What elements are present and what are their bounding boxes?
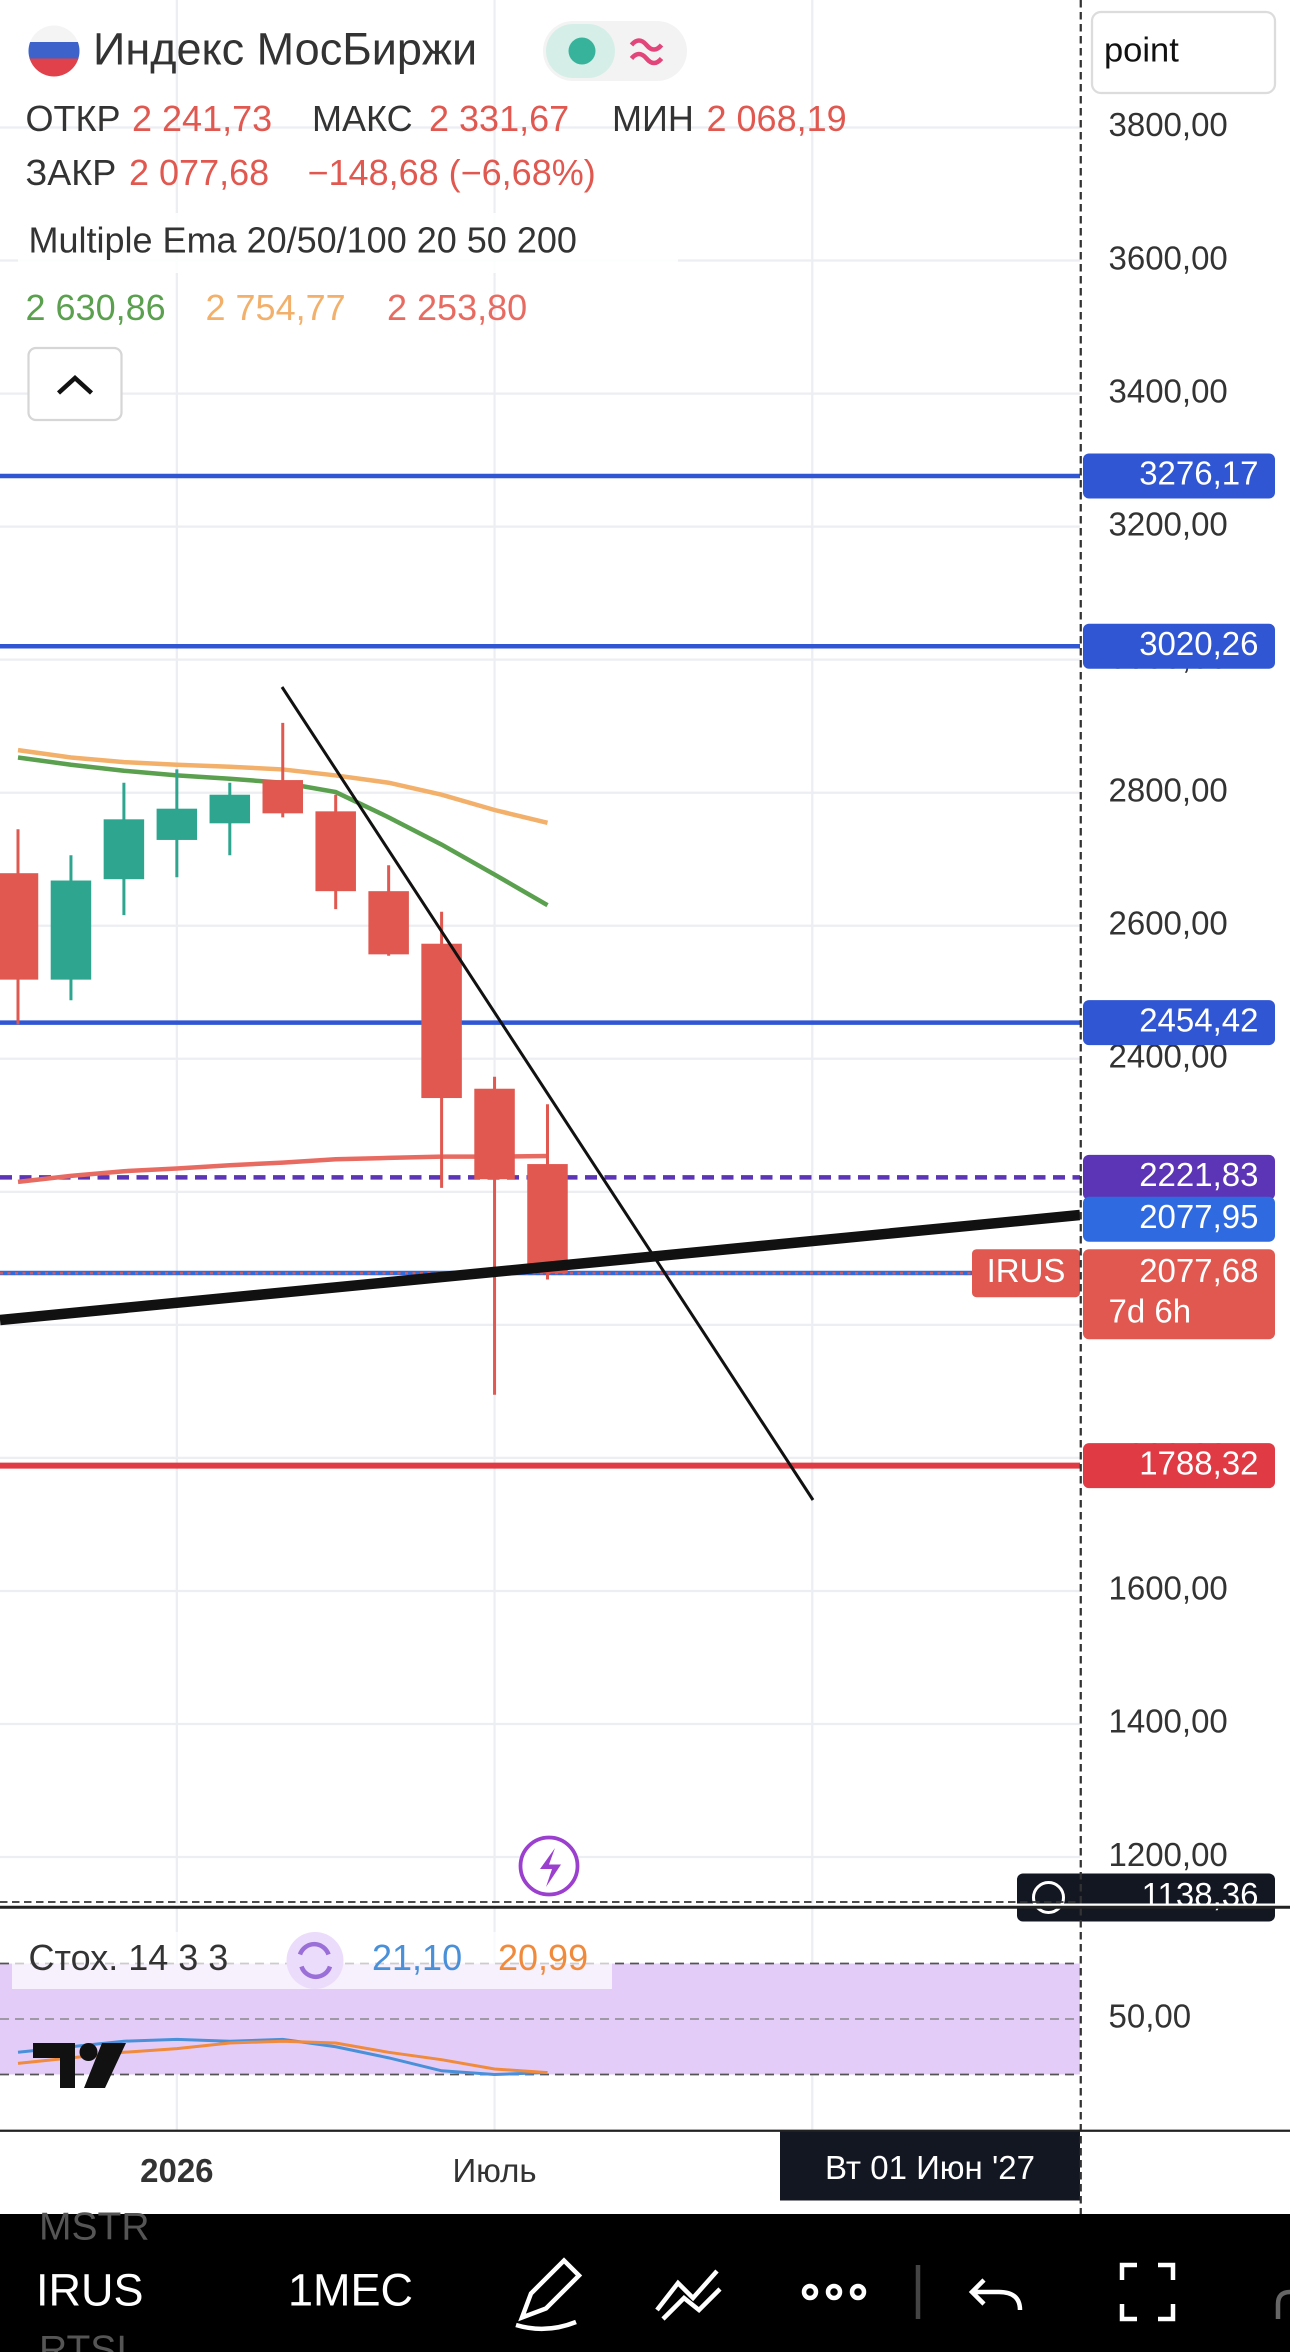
y-tick-label: 1400,00: [1109, 1703, 1228, 1740]
y-tick-label: 2600,00: [1109, 904, 1228, 941]
stoch-icon-bg: [286, 1932, 344, 1989]
crosshair-time-box: [780, 2131, 1080, 2201]
header: Индекс МосБиржи ОТКР 2 241,73 МАКС 2 331…: [18, 10, 1277, 422]
draw-icon[interactable]: [515, 2257, 583, 2332]
crosshair-time: Вт 01 Июн '27: [825, 2149, 1035, 2186]
symbol-title: Индекс МосБиржи: [93, 23, 477, 74]
y-tick-label: 3200,00: [1109, 505, 1228, 542]
low-label: МИН: [612, 98, 694, 139]
price-label-box: [1083, 1000, 1275, 1046]
ema-line: [17, 1153, 548, 1185]
change-value: −148,68 (−6,68%): [308, 152, 596, 193]
symbol-tag: IRUS: [987, 1252, 1066, 1289]
tv-logo: [33, 2043, 126, 2088]
stoch-value: 20,99: [498, 1937, 588, 1978]
lines-icon[interactable]: [655, 2269, 722, 2321]
scale-mode-box[interactable]: [1090, 10, 1277, 95]
price-label: 3020,26: [1139, 625, 1258, 662]
candle-body: [527, 1164, 568, 1274]
toolbar-symbol[interactable]: IRUS: [36, 2264, 144, 2315]
last-price-label: 2077,68: [1139, 1252, 1258, 1289]
price-label-box: [1083, 623, 1275, 669]
lightning: [540, 1848, 561, 1887]
pane-gap: [0, 1903, 1290, 1907]
price-label: 2454,42: [1139, 1001, 1258, 1038]
close-value: 2 077,68: [129, 152, 269, 193]
crosshair-plus: [1032, 1881, 1065, 1914]
price-label: 2077,95: [1139, 1198, 1258, 1235]
high-label: МАКС: [312, 98, 413, 139]
candle-body: [50, 880, 92, 980]
stoch-icon: [297, 1941, 333, 1980]
candle-body: [209, 794, 251, 824]
y-tick-label: 1200,00: [1109, 1836, 1228, 1873]
y-tick-label: 1600,00: [1109, 1570, 1228, 1607]
candle-body: [368, 891, 409, 955]
y-tick-label: 2800,00: [1109, 771, 1228, 808]
price-label: 2221,83: [1139, 1156, 1258, 1193]
x-tick-label: 2026: [140, 2152, 213, 2189]
stoch-value: 21,10: [372, 1937, 462, 1978]
ema-value: 2 253,80: [387, 287, 527, 328]
open-label: ОТКР: [26, 98, 121, 139]
price-label-box: [1083, 453, 1275, 499]
price-label: 3276,17: [1139, 455, 1258, 492]
candle-body: [0, 873, 39, 980]
x-tick-label: Июль: [452, 2152, 536, 2189]
symbol-tag-box: [972, 1249, 1080, 1298]
watchlist-item: RTSI: [39, 2328, 127, 2352]
y-tick-label: 3400,00: [1109, 372, 1228, 409]
y-tick-label: 3800,00: [1109, 106, 1228, 143]
candle-body: [103, 819, 145, 880]
candle-body: [474, 1088, 515, 1180]
low-value: 2 068,19: [707, 98, 847, 139]
indicator-legend-bg: [18, 213, 678, 273]
toolbar-interval[interactable]: 1МЕС: [288, 2264, 413, 2315]
market-dot: [568, 37, 596, 65]
close-label: ЗАКР: [26, 152, 117, 193]
price-label-box: [1083, 1443, 1275, 1489]
ema-value: 2 630,86: [26, 287, 166, 328]
scale-mode: point: [1104, 32, 1179, 70]
last-price-box: [1083, 1249, 1275, 1340]
collapse-button[interactable]: [27, 346, 123, 422]
high-value: 2 331,67: [429, 98, 569, 139]
watchlist-item: MSTR: [39, 2205, 150, 2248]
price-label: 1788,32: [1139, 1444, 1258, 1481]
candle-body: [156, 808, 198, 840]
toolbar-icons: [515, 2257, 1290, 2332]
chevron-icon: [56, 374, 94, 395]
undo-icon[interactable]: [968, 2278, 1023, 2311]
trend-line[interactable]: [0, 1209, 1080, 1326]
candle-body: [315, 811, 356, 892]
stoch-title[interactable]: Стох. 14 3 3: [29, 1937, 229, 1978]
drawings: [0, 686, 1080, 1501]
candle-body: [262, 780, 303, 814]
more-icon[interactable]: [801, 2283, 819, 2301]
price-label-box: [1083, 1196, 1275, 1242]
countdown: 7d 6h: [1109, 1292, 1192, 1329]
flag: [28, 25, 80, 77]
price-axis: 3800,003600,003400,003200,003000,002800,…: [140, 106, 1228, 2189]
y-tick-label: 50,00: [1109, 1998, 1192, 2035]
delay-icon: [629, 38, 664, 66]
ema-value: 2 754,77: [206, 287, 346, 328]
y-tick-label: 3600,00: [1109, 239, 1228, 276]
trend-line[interactable]: [280, 686, 815, 1501]
bottom-toolbar: [0, 2214, 1290, 2352]
open-value: 2 241,73: [132, 98, 272, 139]
fullscreen-icon[interactable]: [1119, 2262, 1176, 2322]
price-label-box: [1083, 1154, 1275, 1200]
indicator-title[interactable]: Multiple Ema 20/50/100 20 50 200: [29, 220, 577, 261]
candle-body: [421, 943, 462, 1099]
grid: [0, 0, 1080, 2130]
indicator-values: 2 630,86 2 754,77 2 253,80: [26, 287, 528, 328]
plot-area: [0, 473, 1080, 1469]
